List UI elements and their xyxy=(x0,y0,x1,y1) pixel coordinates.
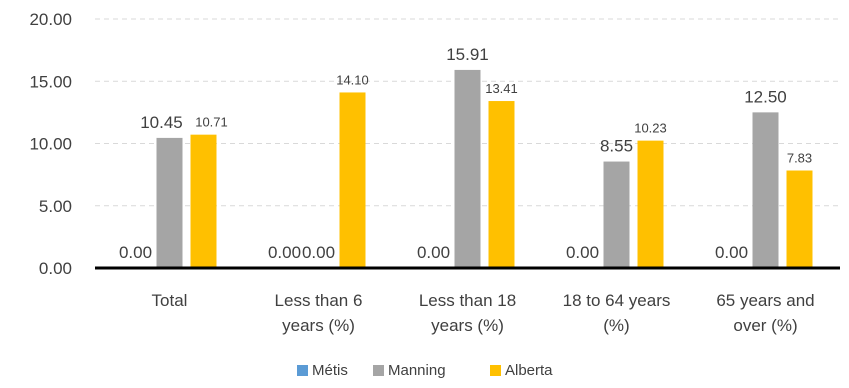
data-label: 0.00 xyxy=(715,243,748,262)
y-tick-label: 0.00 xyxy=(39,259,72,278)
category-label: Less than 6 xyxy=(275,291,363,310)
bar xyxy=(190,134,217,268)
data-label: 0.00 xyxy=(566,243,599,262)
y-tick-label: 5.00 xyxy=(39,197,72,216)
y-axis: 0.00 5.00 10.00 15.00 20.00 xyxy=(29,10,72,278)
data-label: 0.00 xyxy=(417,243,450,262)
y-tick-label: 10.00 xyxy=(29,135,72,154)
category-label: 18 to 64 years xyxy=(563,291,671,310)
category-label: over (%) xyxy=(733,316,797,335)
bar xyxy=(603,161,630,268)
data-label: 13.41 xyxy=(485,81,518,96)
legend-swatch xyxy=(297,365,308,376)
data-label: 10.23 xyxy=(634,121,667,136)
x-axis: Total Less than 6 years (%) Less than 18 yea… xyxy=(95,266,840,335)
category-label: years (%) xyxy=(431,316,504,335)
legend-swatch xyxy=(373,365,384,376)
bar xyxy=(752,112,779,268)
category-label: Less than 18 xyxy=(419,291,516,310)
bar xyxy=(786,170,813,268)
bars xyxy=(156,69,813,268)
bar xyxy=(454,69,481,268)
y-tick-label: 15.00 xyxy=(29,72,72,91)
legend-swatch xyxy=(490,365,501,376)
data-label: 7.83 xyxy=(787,151,812,166)
category-label: Total xyxy=(152,291,188,310)
bar xyxy=(156,137,183,268)
data-label: 10.45 xyxy=(140,113,183,132)
data-label: 8.55 xyxy=(600,137,633,156)
data-label: 12.50 xyxy=(744,87,787,106)
legend-label: Manning xyxy=(388,362,446,379)
bar xyxy=(637,140,664,268)
data-label: 0.00 xyxy=(268,243,301,262)
y-tick-label: 20.00 xyxy=(29,10,72,29)
category-label: years (%) xyxy=(282,316,355,335)
bar xyxy=(339,92,366,268)
data-label: 14.10 xyxy=(336,72,369,87)
legend: Métis Manning Alberta xyxy=(297,362,553,379)
data-label: 0.00 xyxy=(302,243,335,262)
bar xyxy=(488,101,515,268)
category-label: 65 years and xyxy=(716,291,814,310)
data-label: 15.91 xyxy=(446,45,489,64)
category-label: (%) xyxy=(603,316,629,335)
data-label: 0.00 xyxy=(119,243,152,262)
data-label: 10.71 xyxy=(195,115,228,130)
legend-label: Alberta xyxy=(505,362,553,379)
legend-label: Métis xyxy=(312,362,348,379)
